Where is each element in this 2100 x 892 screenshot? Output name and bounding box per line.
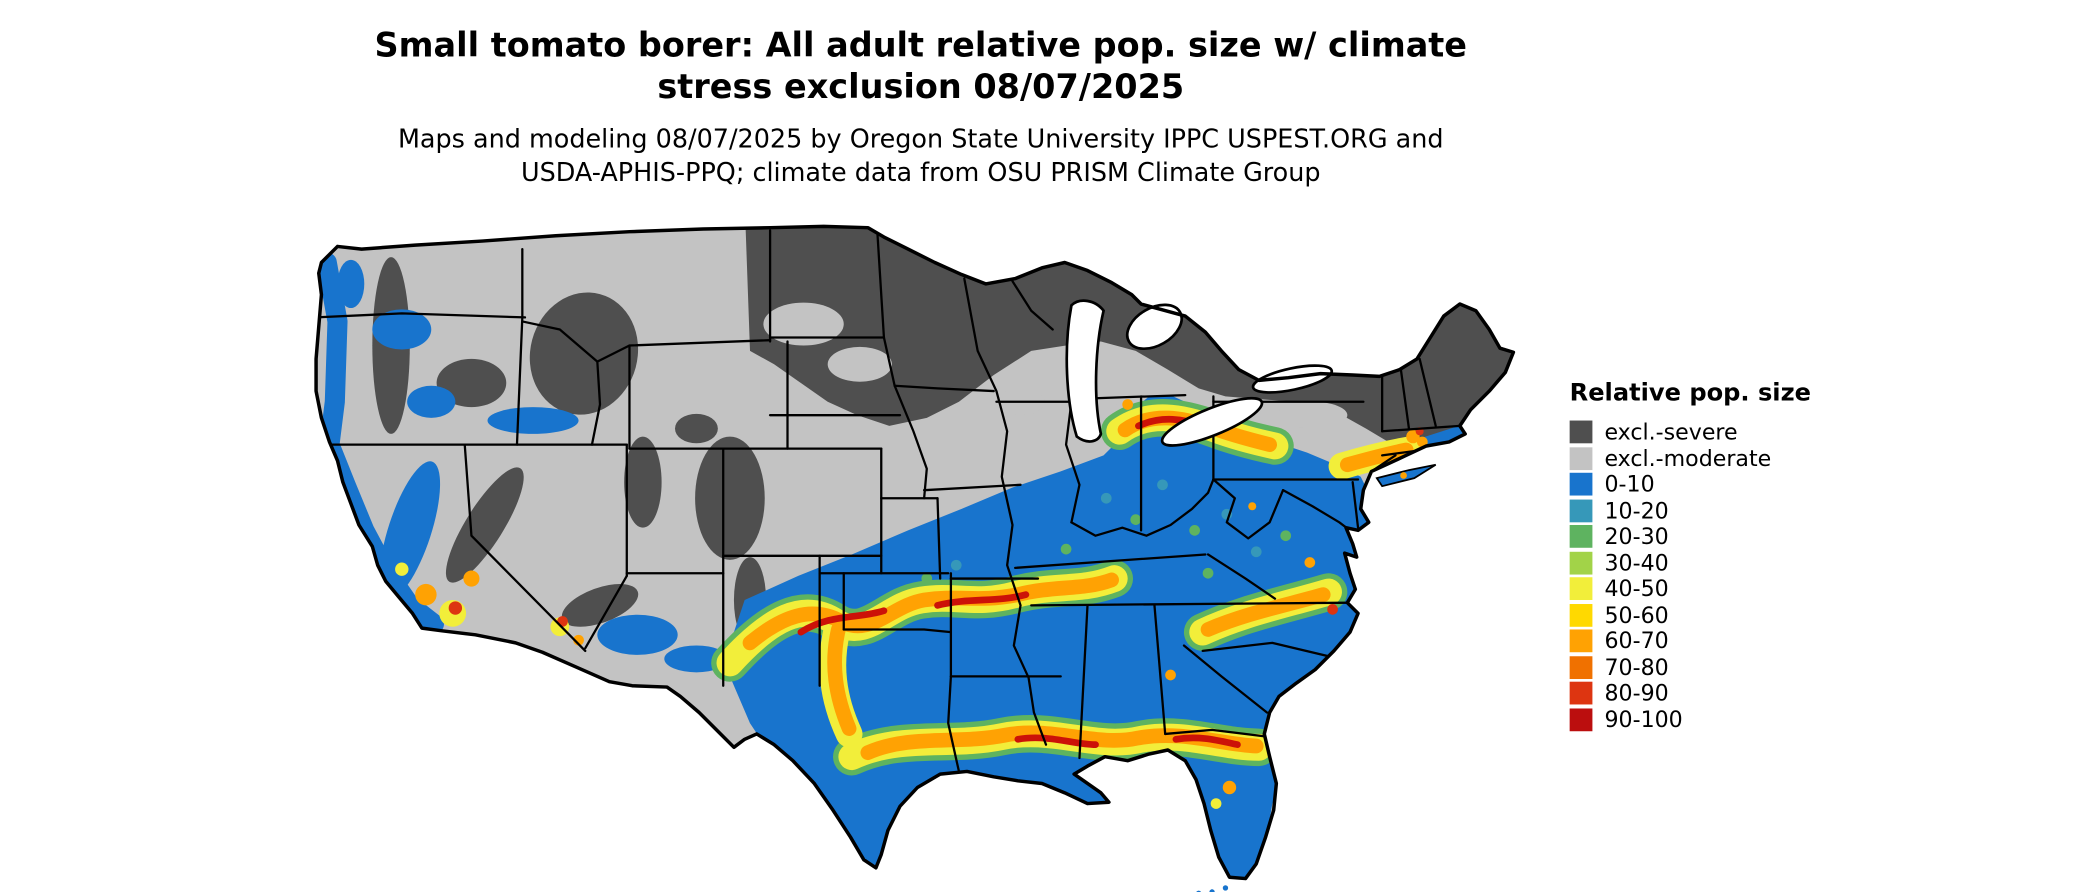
legend-row: 0-10: [1569, 471, 1865, 497]
state-borders: [316, 229, 1461, 773]
region-warm-bands: [711, 399, 1423, 776]
map-subtitle-line2: USDA-APHIS-PPQ; climate data from OSU PR…: [520, 158, 1321, 188]
legend-label: 50-60: [1604, 602, 1669, 628]
legend-row: 10-20: [1569, 497, 1865, 524]
legend-label: 40-50: [1604, 575, 1669, 602]
legend-row: 30-40: [1569, 549, 1865, 576]
legend-swatch-60-70: [1569, 629, 1593, 653]
legend-swatch-20-30: [1569, 525, 1593, 549]
great-lakes: [1065, 299, 1334, 447]
legend-row: excl.-moderate: [1569, 445, 1865, 471]
legend-swatch-40-50: [1569, 577, 1593, 601]
legend-label: 10-20: [1604, 497, 1669, 523]
legend-row: 60-70: [1569, 628, 1865, 654]
legend-row: 40-50: [1569, 575, 1865, 602]
legend-swatch-80-90: [1569, 682, 1593, 705]
legend-label: 90-100: [1604, 706, 1683, 732]
legend-swatch-excl-severe: [1569, 420, 1593, 444]
legend-swatch-50-60: [1569, 603, 1593, 627]
legend-swatch-excl-moderate: [1569, 446, 1593, 470]
lake-ontario: [1251, 364, 1334, 394]
legend-row: 90-100: [1569, 706, 1865, 732]
map-subtitle: Maps and modeling 08/07/2025 by Oregon S…: [0, 123, 1842, 190]
legend-label: 0-10: [1604, 471, 1655, 497]
islands: [1196, 463, 1437, 892]
map-title-line2: stress exclusion 08/07/2025: [657, 66, 1185, 106]
map-fill-layers: [316, 226, 1514, 879]
legend-swatch-10-20: [1569, 499, 1593, 522]
florida-keys: [1222, 885, 1229, 891]
legend-swatch-30-40: [1569, 551, 1593, 575]
us-outline: [314, 224, 1516, 881]
lake-huron: [1125, 303, 1183, 351]
legend-swatch-90-100: [1569, 708, 1593, 731]
legend-swatch-0-10: [1569, 473, 1593, 496]
legend-row: 50-60: [1569, 602, 1865, 628]
legend-label: 30-40: [1604, 549, 1669, 576]
map-title-line1: Small tomato borer: All adult relative p…: [374, 25, 1468, 65]
map-subtitle-line1: Maps and modeling 08/07/2025 by Oregon S…: [397, 124, 1444, 155]
legend-label: 70-80: [1604, 654, 1669, 680]
legend-panel: Relative pop. size excl.-severe excl.-mo…: [1569, 379, 1865, 733]
lake-michigan: [1065, 299, 1106, 443]
legend-label: excl.-moderate: [1604, 445, 1772, 471]
lake-erie: [1160, 396, 1264, 447]
legend-swatch-70-80: [1569, 655, 1593, 679]
legend-title: Relative pop. size: [1569, 379, 1811, 408]
legend-label: 60-70: [1604, 628, 1669, 654]
legend-row: 70-80: [1569, 654, 1865, 680]
legend-row: 20-30: [1569, 523, 1865, 550]
legend-row: excl.-severe: [1569, 419, 1865, 445]
map-title: Small tomato borer: All adult relative p…: [0, 24, 1842, 107]
legend-label: 80-90: [1604, 680, 1669, 706]
legend-row: 80-90: [1569, 680, 1865, 706]
legend-label: excl.-severe: [1604, 419, 1738, 445]
legend-label: 20-30: [1604, 523, 1669, 550]
